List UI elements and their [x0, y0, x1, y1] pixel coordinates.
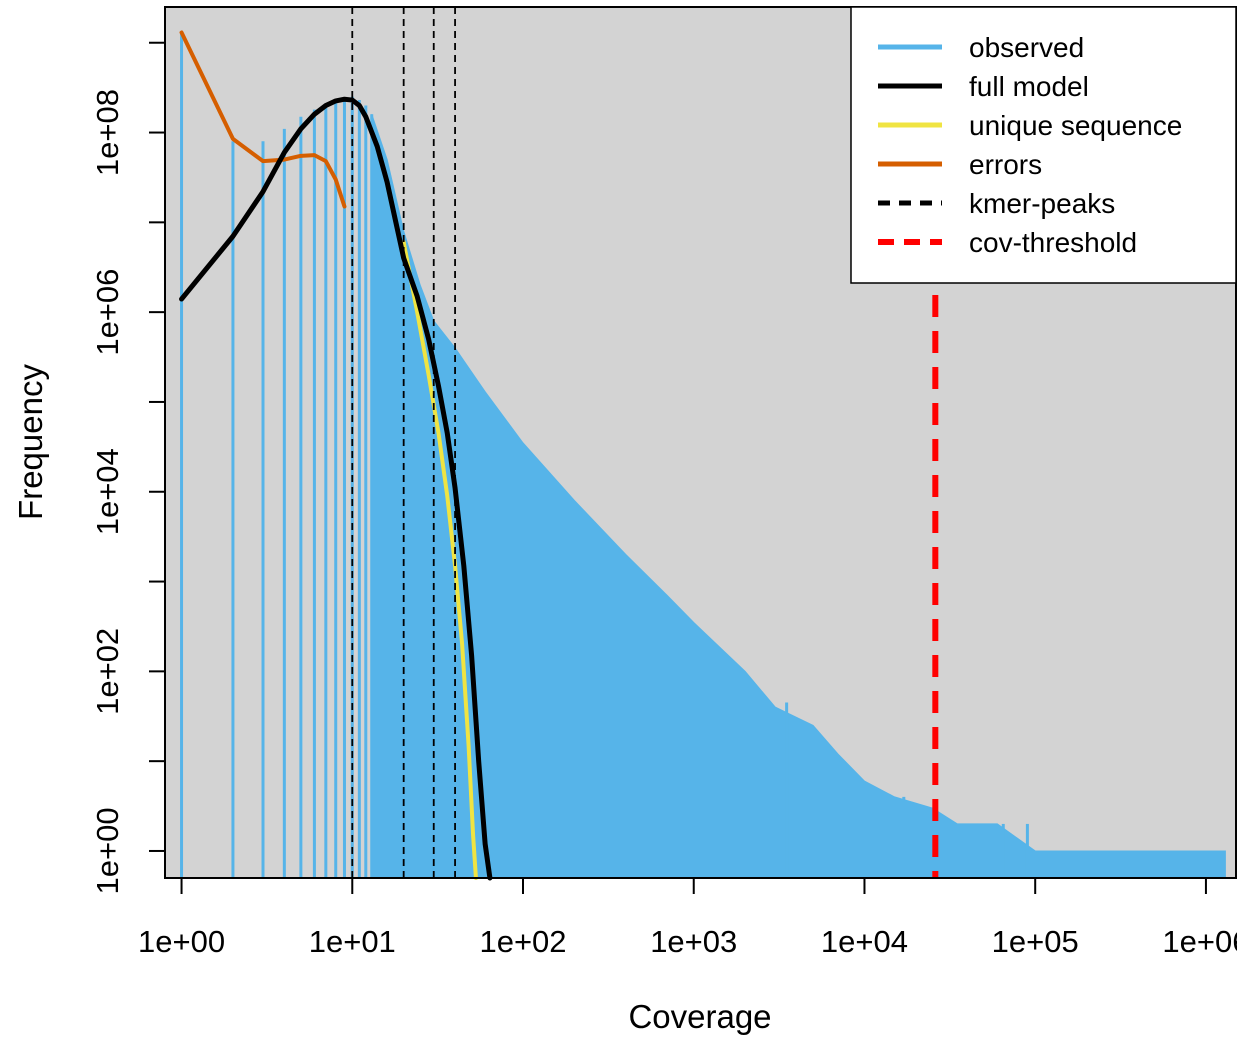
series-line-unique-sequence	[401, 240, 478, 880]
legend-label: kmer-peaks	[969, 188, 1115, 219]
x-tick-label: 1e+00	[138, 924, 225, 959]
observed-area	[371, 114, 1226, 879]
x-tick-label: 1e+03	[650, 924, 737, 959]
legend-label: observed	[969, 32, 1084, 63]
y-tick-label: 1e+04	[90, 448, 125, 535]
y-tick-label: 1e+00	[90, 807, 125, 894]
y-tick-label: 1e+02	[90, 628, 125, 715]
y-tick-label: 1e+06	[90, 269, 125, 356]
y-tick-label: 1e+08	[90, 89, 125, 176]
x-axis: 1e+00 1e+01 1e+02 1e+03 1e+04 1e+05 1e+06	[138, 877, 1237, 959]
legend-label: cov-threshold	[969, 227, 1137, 258]
legend-label: full model	[969, 71, 1089, 102]
legend: observed full model unique sequence errors k…	[850, 6, 1237, 284]
x-tick-label: 1e+02	[479, 924, 566, 959]
series-line-full-model	[179, 96, 493, 881]
legend-label: unique sequence	[969, 110, 1182, 141]
x-axis-title: Coverage	[628, 998, 771, 1035]
x-tick-label: 1e+05	[992, 924, 1079, 959]
y-axis-title: Frequency	[12, 364, 49, 520]
series-line-errors	[179, 30, 347, 209]
legend-label: errors	[969, 149, 1042, 180]
legend-box	[850, 6, 1237, 284]
kmer-peaks-group	[351, 7, 456, 878]
x-tick-label: 1e+06	[1162, 924, 1237, 959]
y-axis: 1e+00 1e+02 1e+04 1e+06 1e+08	[90, 41, 166, 895]
x-tick-label: 1e+01	[309, 924, 396, 959]
x-tick-label: 1e+04	[821, 924, 908, 959]
model-series-group	[179, 30, 493, 881]
